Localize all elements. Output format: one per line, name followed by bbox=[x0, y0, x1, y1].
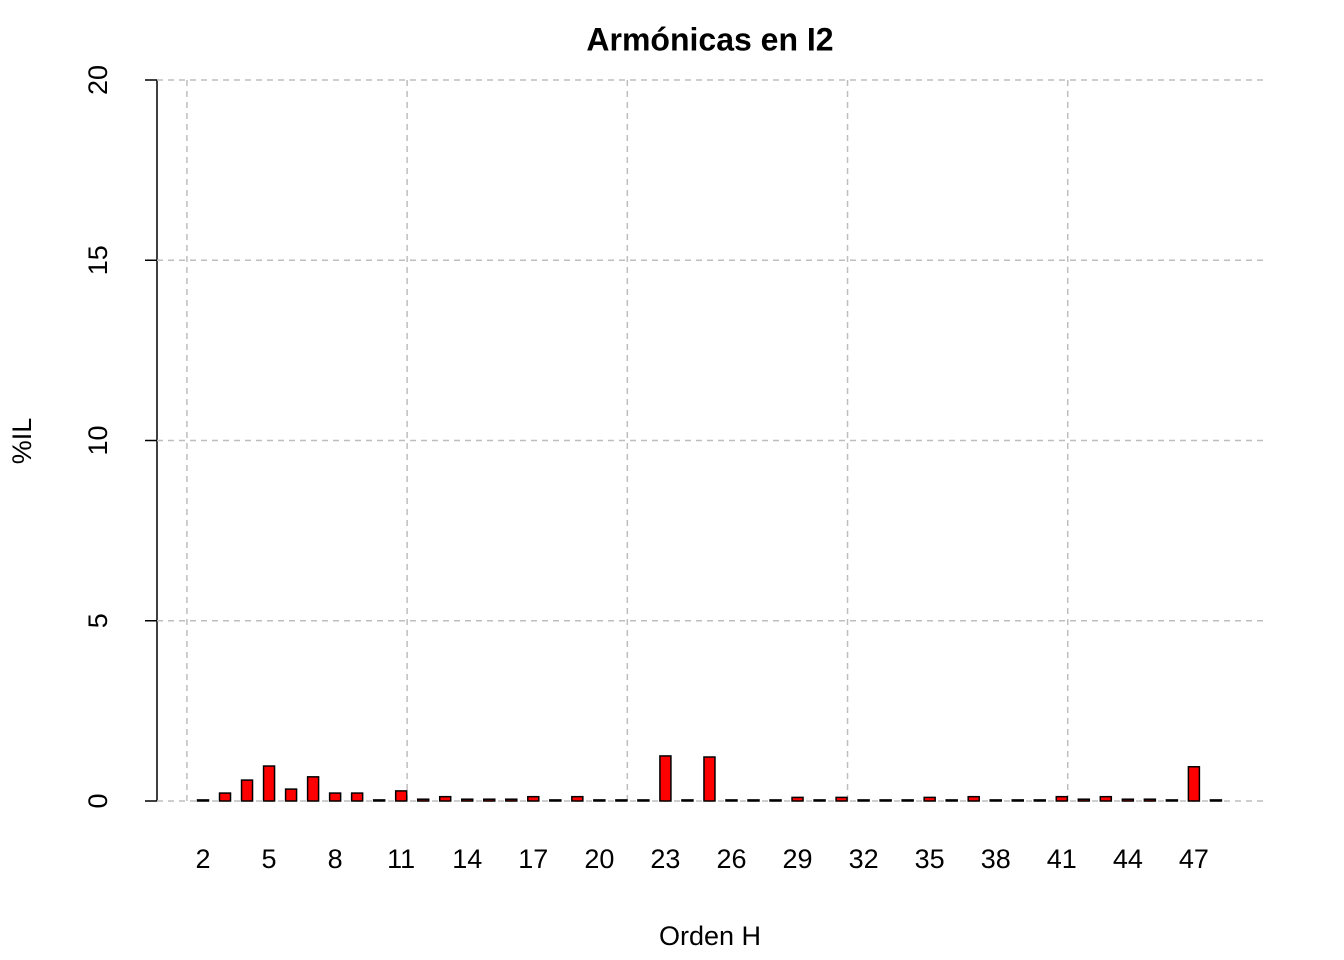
bar bbox=[1143, 798, 1157, 802]
y-tick-label: 5 bbox=[83, 613, 113, 628]
x-tick-label: 11 bbox=[387, 844, 415, 874]
bar bbox=[549, 799, 562, 802]
chart-title: Armónicas en I2 bbox=[586, 21, 833, 57]
bar bbox=[571, 795, 584, 802]
bar bbox=[593, 799, 606, 802]
bar bbox=[1187, 766, 1201, 802]
bar bbox=[1099, 795, 1113, 802]
x-axis-label: Orden H bbox=[659, 921, 761, 951]
y-tick-label: 15 bbox=[83, 245, 113, 275]
bar bbox=[218, 792, 232, 802]
bar bbox=[505, 798, 518, 802]
bar bbox=[923, 796, 936, 802]
bar bbox=[681, 799, 694, 802]
bar bbox=[769, 799, 782, 802]
x-tick-label: 5 bbox=[262, 844, 277, 874]
bar bbox=[725, 799, 738, 802]
bar bbox=[703, 756, 716, 802]
bar bbox=[989, 799, 1002, 802]
bar bbox=[372, 799, 386, 802]
x-tick-label: 20 bbox=[584, 844, 614, 874]
x-tick-label: 14 bbox=[452, 844, 482, 874]
bar bbox=[813, 799, 826, 802]
bar bbox=[1011, 799, 1024, 802]
bar bbox=[1165, 799, 1179, 802]
bar bbox=[967, 795, 980, 802]
bar bbox=[262, 765, 276, 802]
x-tick-label: 38 bbox=[981, 844, 1011, 874]
bar bbox=[857, 799, 870, 802]
y-tick-label: 0 bbox=[83, 793, 113, 808]
bar bbox=[945, 799, 958, 802]
bar bbox=[747, 799, 760, 802]
bar bbox=[1055, 795, 1069, 802]
y-tick-label: 20 bbox=[83, 65, 113, 95]
x-tick-label: 29 bbox=[783, 844, 813, 874]
bar bbox=[240, 779, 254, 802]
bar bbox=[328, 792, 342, 802]
x-tick-label: 35 bbox=[915, 844, 945, 874]
bar bbox=[416, 798, 430, 802]
x-tick-label: 44 bbox=[1113, 844, 1143, 874]
bar bbox=[460, 798, 474, 802]
x-tick-label: 26 bbox=[716, 844, 746, 874]
bar bbox=[350, 792, 364, 802]
x-tick-label: 47 bbox=[1179, 844, 1209, 874]
bar bbox=[196, 799, 210, 802]
bar bbox=[791, 796, 804, 802]
bar bbox=[1077, 798, 1091, 802]
bar bbox=[483, 798, 496, 802]
y-axis-label: %IL bbox=[7, 418, 37, 465]
bar bbox=[659, 755, 672, 802]
y-tick-label: 10 bbox=[83, 425, 113, 455]
bar bbox=[637, 799, 650, 802]
x-tick-label: 41 bbox=[1047, 844, 1077, 874]
bar bbox=[835, 796, 848, 802]
x-tick-label: 23 bbox=[650, 844, 680, 874]
bar bbox=[1209, 799, 1223, 802]
x-tick-label: 8 bbox=[328, 844, 343, 874]
bar bbox=[527, 795, 540, 802]
x-tick-label: 17 bbox=[518, 844, 548, 874]
bar bbox=[901, 799, 914, 802]
bar bbox=[1121, 798, 1135, 802]
x-tick-label: 32 bbox=[849, 844, 879, 874]
bar bbox=[1033, 799, 1047, 802]
bar bbox=[879, 799, 892, 802]
bar bbox=[306, 776, 320, 802]
bar bbox=[394, 790, 408, 802]
bar bbox=[438, 795, 452, 802]
bar bbox=[284, 788, 298, 802]
x-tick-label: 2 bbox=[195, 844, 210, 874]
bar bbox=[615, 799, 628, 802]
